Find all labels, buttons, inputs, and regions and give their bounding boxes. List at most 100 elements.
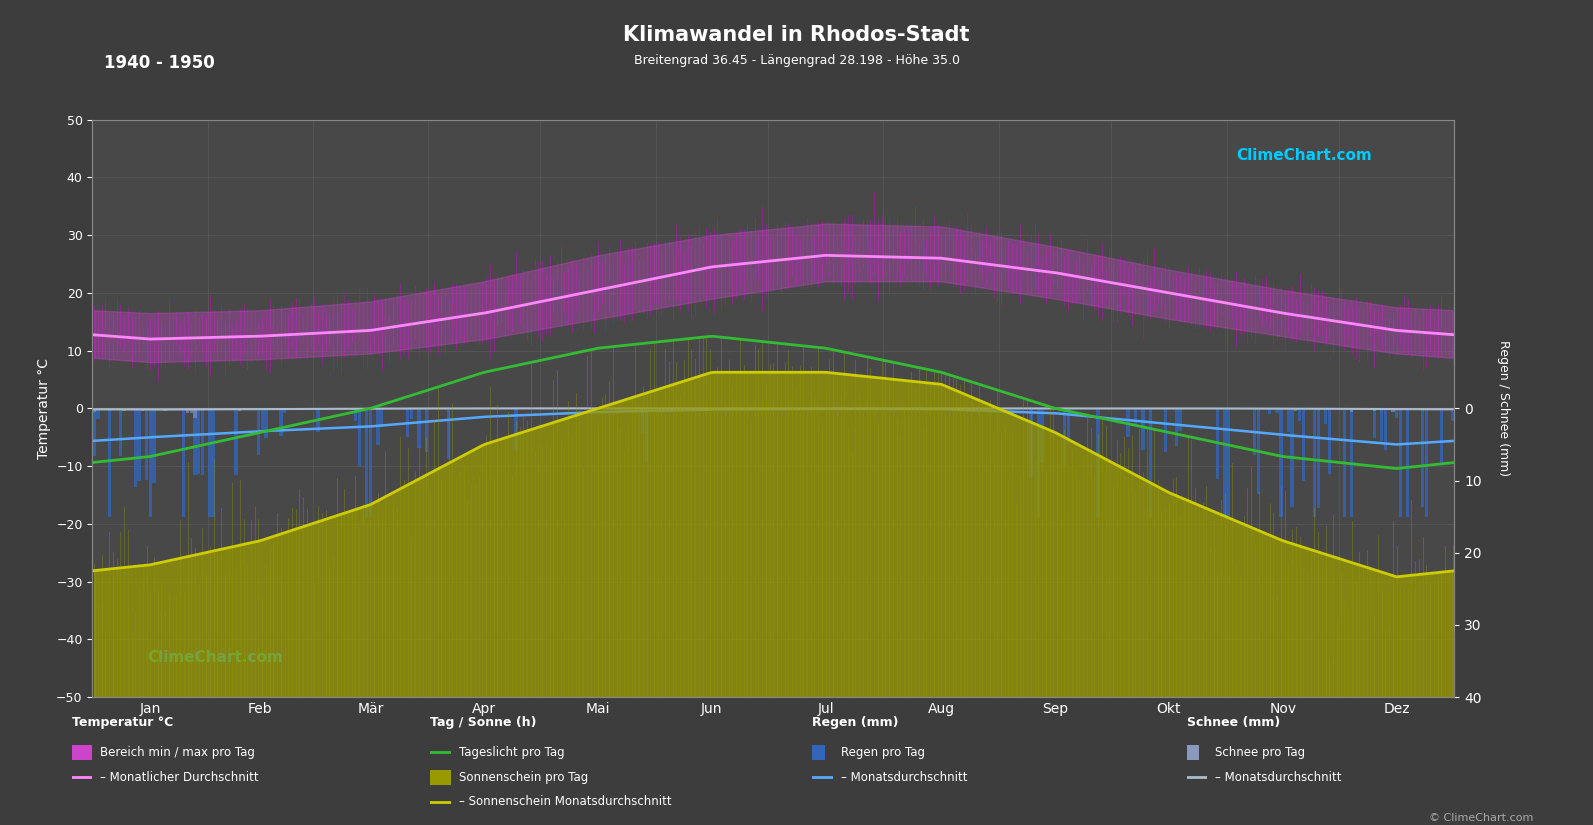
Bar	[201, 408, 204, 475]
Bar	[1294, 408, 1297, 412]
Bar	[1279, 408, 1282, 516]
Bar	[1254, 408, 1257, 455]
Bar	[1327, 408, 1332, 409]
Bar	[1391, 408, 1394, 412]
Bar	[1227, 408, 1230, 516]
Text: Schnee pro Tag: Schnee pro Tag	[1215, 746, 1306, 759]
Bar	[1276, 408, 1279, 413]
Bar	[406, 408, 409, 437]
Bar	[134, 408, 137, 488]
Bar	[190, 408, 193, 412]
Bar	[354, 408, 357, 421]
Text: Tageslicht pro Tag: Tageslicht pro Tag	[459, 746, 564, 759]
Bar	[1395, 408, 1399, 417]
Bar	[264, 408, 268, 438]
Bar	[1257, 408, 1260, 494]
Bar	[100, 408, 104, 411]
Bar	[156, 408, 159, 410]
Bar	[1179, 408, 1182, 431]
Bar	[1380, 408, 1383, 441]
Text: ClimeChart.com: ClimeChart.com	[1236, 148, 1372, 163]
Bar	[261, 408, 264, 431]
Bar	[237, 408, 242, 411]
Bar	[1316, 408, 1321, 410]
Bar	[1298, 408, 1301, 421]
Bar	[1351, 408, 1354, 412]
Bar	[142, 408, 145, 411]
Bar	[92, 408, 96, 456]
Bar	[1421, 408, 1424, 507]
Bar	[256, 408, 260, 455]
Bar	[417, 408, 421, 448]
Bar	[193, 408, 196, 475]
Bar	[1149, 408, 1152, 516]
Bar	[357, 408, 362, 467]
Bar	[279, 408, 282, 436]
Bar	[409, 408, 413, 419]
Bar	[618, 408, 623, 412]
Text: © ClimeChart.com: © ClimeChart.com	[1429, 813, 1534, 823]
Text: Tag / Sonne (h): Tag / Sonne (h)	[430, 716, 537, 729]
Text: – Sonnenschein Monatsdurchschnitt: – Sonnenschein Monatsdurchschnitt	[459, 795, 671, 808]
Bar	[137, 408, 140, 481]
Bar	[368, 408, 373, 516]
Bar	[1309, 408, 1313, 410]
Bar	[425, 408, 429, 452]
Bar	[1287, 408, 1290, 431]
Text: Schnee (mm): Schnee (mm)	[1187, 716, 1281, 729]
Bar	[1290, 408, 1294, 507]
Bar	[1301, 408, 1305, 481]
Bar	[1399, 408, 1402, 516]
Bar	[212, 408, 215, 410]
Text: Bereich min / max pro Tag: Bereich min / max pro Tag	[100, 746, 255, 759]
Bar	[1215, 408, 1219, 479]
Bar	[201, 408, 204, 409]
Bar	[186, 408, 190, 412]
Y-axis label: Regen / Schnee (mm): Regen / Schnee (mm)	[1496, 340, 1510, 477]
Bar	[1268, 408, 1271, 414]
Text: – Monatlicher Durchschnitt: – Monatlicher Durchschnitt	[100, 771, 260, 784]
Bar	[1429, 408, 1432, 410]
Bar	[317, 408, 320, 432]
Bar	[379, 408, 384, 427]
Bar	[1037, 408, 1040, 516]
Bar	[1313, 408, 1316, 516]
Y-axis label: Temperatur °C: Temperatur °C	[37, 358, 51, 459]
Bar	[92, 408, 96, 412]
Text: Klimawandel in Rhodos-Stadt: Klimawandel in Rhodos-Stadt	[623, 25, 970, 45]
Text: 1940 - 1950: 1940 - 1950	[104, 54, 215, 72]
Text: Regen pro Tag: Regen pro Tag	[841, 746, 926, 759]
Text: – Monatsdurchschnitt: – Monatsdurchschnitt	[841, 771, 967, 784]
Bar	[1063, 408, 1066, 465]
Bar	[182, 408, 185, 516]
Bar	[1126, 408, 1129, 437]
Bar	[376, 408, 379, 446]
Bar	[1174, 408, 1179, 446]
Bar	[1351, 408, 1354, 516]
Text: Regen (mm): Regen (mm)	[812, 716, 898, 729]
Bar	[164, 408, 167, 411]
Bar	[448, 408, 451, 459]
Bar	[261, 408, 264, 410]
Bar	[1451, 408, 1454, 421]
Bar	[250, 408, 253, 410]
Bar	[1327, 408, 1332, 474]
Bar	[365, 408, 368, 516]
Bar	[1223, 408, 1227, 516]
Bar	[1407, 408, 1410, 516]
Bar	[1029, 408, 1032, 478]
Bar	[1096, 408, 1099, 516]
Bar	[1343, 408, 1346, 516]
Bar	[145, 408, 148, 409]
Bar	[1040, 408, 1043, 463]
Bar	[145, 408, 148, 480]
Bar	[131, 408, 134, 410]
Bar	[1324, 408, 1327, 424]
Bar	[1163, 408, 1168, 452]
Bar	[175, 408, 178, 410]
Bar	[1265, 408, 1268, 409]
Bar	[107, 408, 112, 516]
Bar	[1384, 408, 1388, 450]
Bar	[1141, 408, 1144, 450]
Bar	[148, 408, 151, 516]
